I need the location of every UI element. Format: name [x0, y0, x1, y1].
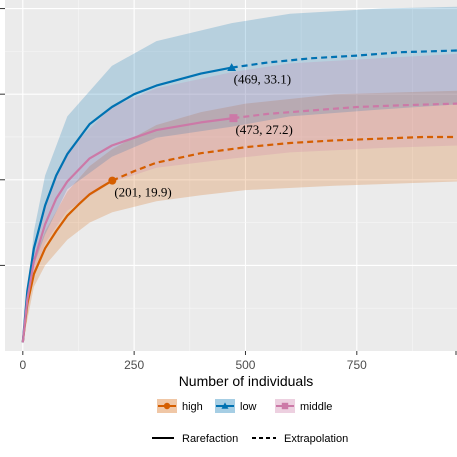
legend-label-middle: middle: [300, 401, 332, 413]
observed-point-low: [227, 63, 237, 72]
ci-ribbon-low: [22, 6, 457, 343]
extrapolation-line-middle: [233, 102, 457, 120]
rarefaction-line-low: [21, 66, 232, 343]
x-axis-label: Number of individuals: [179, 373, 314, 389]
series-lines: [21, 49, 457, 343]
annotation-middle: (473, 27.2): [235, 122, 292, 137]
grid: [5, 0, 457, 351]
extrapolation-line-low: [231, 49, 457, 69]
annotation-high: (201, 19.9): [114, 185, 171, 200]
legend-label-high: high: [182, 401, 203, 413]
observed-point-middle: [229, 114, 238, 123]
plot-panel: [5, 0, 457, 351]
rarefaction-line-high: [21, 179, 113, 343]
rarefaction-line-middle: [21, 117, 234, 343]
legend-label-low: low: [240, 401, 257, 413]
legend: high low middle: [157, 399, 332, 413]
legend-key-marker-high: [163, 402, 171, 410]
legend-label-extrapolation: Extrapolation: [284, 433, 348, 445]
ci-ribbon-middle: [22, 53, 457, 343]
axes: 0 250 500 750: [0, 8, 457, 372]
point-annotations: (201, 19.9) (469, 33.1) (473, 27.2): [114, 72, 293, 200]
x-tick-label: 500: [235, 358, 255, 372]
x-tick-label: 0: [19, 358, 26, 372]
legend-key-marker-middle: [281, 402, 289, 410]
linetype-legend: Rarefaction Extrapolation: [152, 433, 348, 445]
extrapolation-line-high: [111, 135, 457, 182]
observed-markers: [108, 63, 238, 185]
confidence-ribbons: [22, 6, 457, 343]
observed-point-high: [108, 176, 117, 185]
ci-ribbon-high: [22, 90, 457, 343]
x-tick-label: 750: [347, 358, 367, 372]
annotation-low: (469, 33.1): [234, 72, 291, 87]
legend-key-marker-low: [221, 402, 229, 409]
legend-label-rarefaction: Rarefaction: [182, 433, 238, 445]
x-tick-label: 250: [124, 358, 144, 372]
